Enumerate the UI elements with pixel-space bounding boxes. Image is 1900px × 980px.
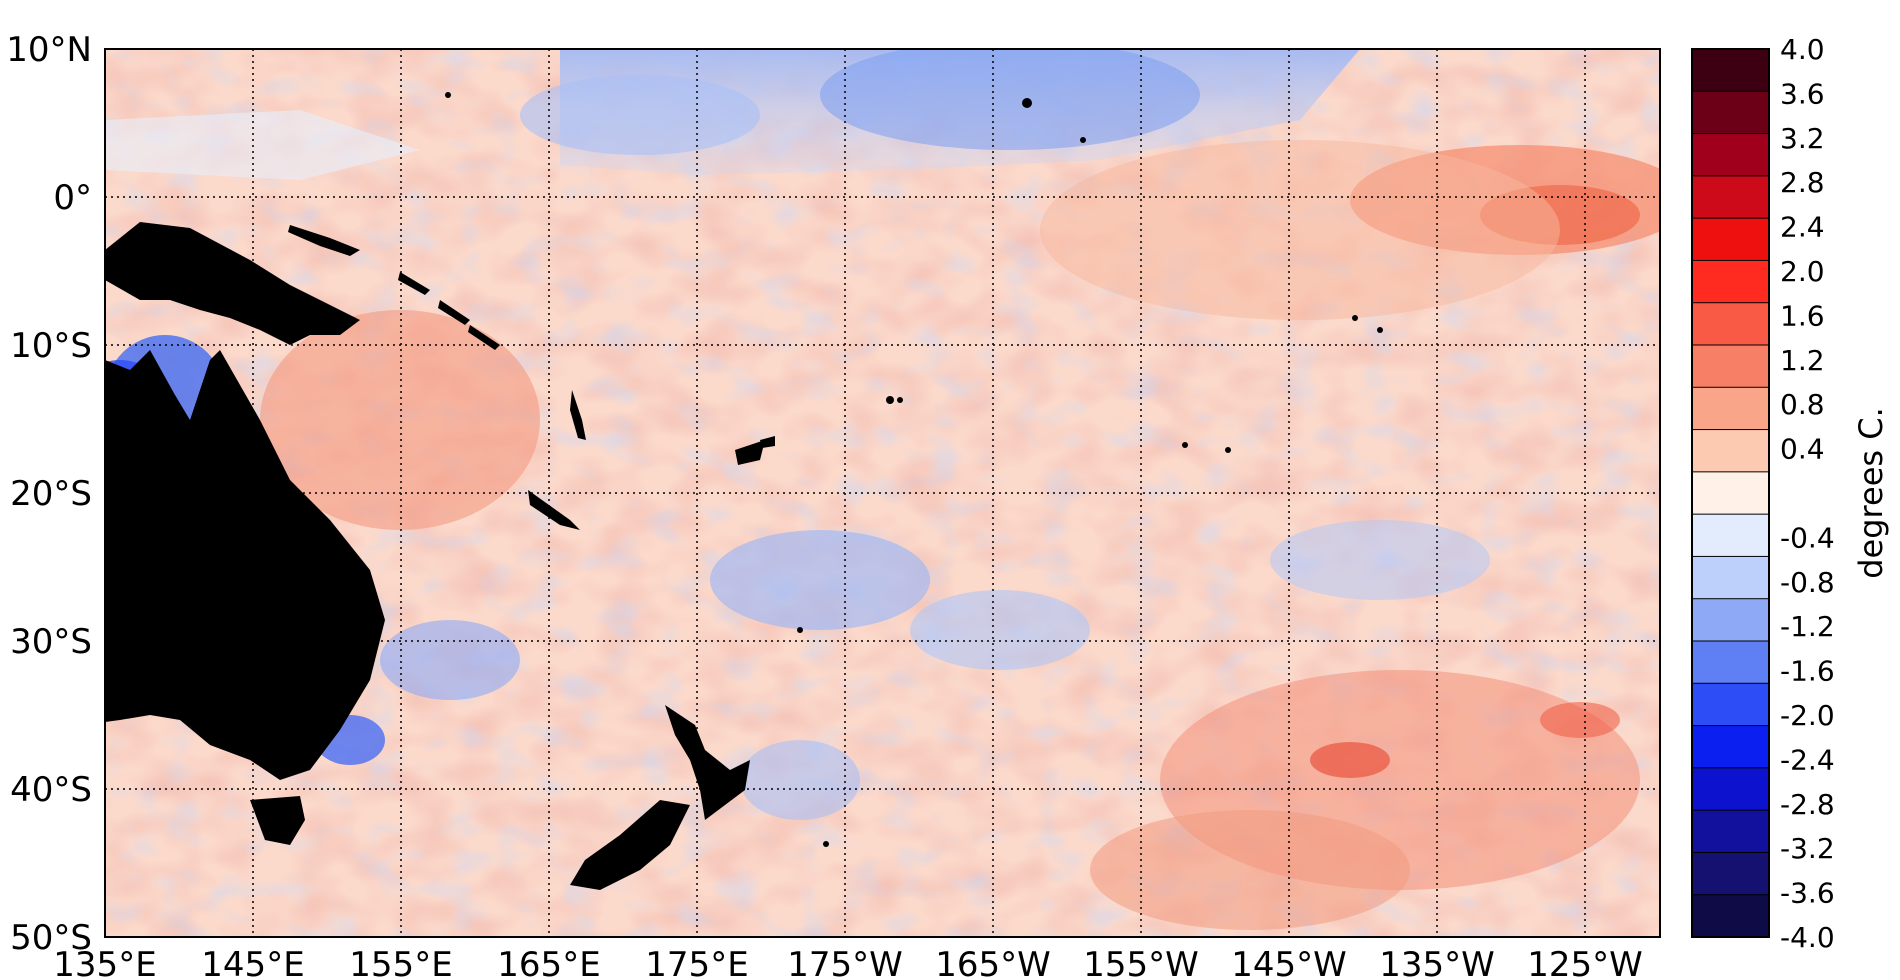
map-frame bbox=[104, 48, 1661, 938]
colorbar-swatch bbox=[1691, 175, 1770, 220]
lon-label: 145°E bbox=[201, 945, 304, 980]
latitude-labels: 10°N 0° 10°S 20°S 30°S 40°S 50°S bbox=[6, 30, 92, 958]
colorbar-swatch bbox=[1691, 302, 1770, 347]
longitude-labels: 135°E 145°E 155°E 165°E 175°E 175°W 165°… bbox=[53, 945, 1642, 980]
colorbar-swatch bbox=[1691, 90, 1770, 135]
lon-label: 135°W bbox=[1379, 945, 1495, 980]
lat-label: 10°N bbox=[6, 30, 92, 70]
colorbar-title: degrees C. bbox=[1852, 407, 1890, 579]
colorbar-tick-label: -2.0 bbox=[1780, 699, 1835, 732]
colorbar-tick-label: -1.2 bbox=[1780, 610, 1835, 643]
colorbar-swatch bbox=[1691, 344, 1770, 389]
colorbar-swatch bbox=[1691, 429, 1770, 473]
colorbar-swatch bbox=[1691, 809, 1770, 854]
colorbar-tick-label: -4.0 bbox=[1780, 921, 1835, 954]
anomaly-field bbox=[105, 49, 1660, 937]
colorbar-swatch bbox=[1691, 640, 1770, 685]
lat-label: 30°S bbox=[10, 622, 92, 662]
colorbar-tick-label: 2.8 bbox=[1780, 166, 1825, 199]
colorbar-swatch bbox=[1691, 725, 1770, 769]
colorbar-swatch bbox=[1691, 894, 1770, 939]
lon-label: 125°W bbox=[1527, 945, 1643, 980]
land-masses bbox=[105, 92, 1383, 890]
colorbar-tick-label: 2.4 bbox=[1780, 211, 1825, 244]
colorbar-tick-label: -3.6 bbox=[1780, 877, 1835, 910]
colorbar-tick-label: 1.6 bbox=[1780, 299, 1825, 332]
colorbar-tick-label: -0.8 bbox=[1780, 566, 1835, 599]
lon-label: 165°E bbox=[497, 945, 600, 980]
colorbar-tick-label: -2.4 bbox=[1780, 743, 1835, 776]
colorbar-swatch bbox=[1691, 682, 1770, 727]
lon-label: 155°W bbox=[1083, 945, 1199, 980]
lon-label: 145°W bbox=[1231, 945, 1347, 980]
lon-label: 165°W bbox=[935, 945, 1051, 980]
colorbar-tick-label: 0.8 bbox=[1780, 388, 1825, 421]
lon-label: 135°E bbox=[53, 945, 156, 980]
colorbar-swatch bbox=[1691, 259, 1770, 304]
lon-label: 175°E bbox=[645, 945, 748, 980]
colorbar-tick-label: 1.2 bbox=[1780, 344, 1825, 377]
colorbar-tick-label: 2.0 bbox=[1780, 255, 1825, 288]
lat-label: 50°S bbox=[10, 918, 92, 958]
lon-label: 155°E bbox=[349, 945, 452, 980]
colorbar-swatch bbox=[1691, 555, 1770, 600]
colorbar-tick-label: 0.4 bbox=[1780, 433, 1825, 466]
colorbar-swatch bbox=[1691, 217, 1770, 262]
colorbar-tick-label: -2.8 bbox=[1780, 788, 1835, 821]
colorbar-swatch bbox=[1691, 598, 1770, 643]
lat-label: 20°S bbox=[10, 474, 92, 514]
lat-label: 40°S bbox=[10, 770, 92, 810]
lat-label: 0° bbox=[53, 178, 92, 218]
colorbar-swatch bbox=[1691, 471, 1770, 516]
colorbar-swatch bbox=[1691, 386, 1770, 431]
colorbar-swatch bbox=[1691, 48, 1770, 93]
colorbar-tick-label: -1.6 bbox=[1780, 655, 1835, 688]
colorbar-tick-label: 3.6 bbox=[1780, 77, 1825, 110]
colorbar-tick-label: 4.0 bbox=[1780, 33, 1825, 66]
colorbar-tick-label: 3.2 bbox=[1780, 122, 1825, 155]
colorbar-swatch bbox=[1691, 851, 1770, 896]
graticule bbox=[105, 49, 1660, 937]
colorbar-tick-label: -0.4 bbox=[1780, 521, 1835, 554]
colorbar-tick-label: -3.2 bbox=[1780, 832, 1835, 865]
colorbar-swatch bbox=[1691, 513, 1770, 558]
colorbar-swatch bbox=[1691, 133, 1770, 177]
lat-label: 10°S bbox=[10, 326, 92, 366]
colorbar-frame bbox=[1691, 48, 1770, 938]
colorbar-swatch bbox=[1691, 767, 1770, 812]
colorbar: 4.0 3.6 3.2 2.8 2.4 2.0 1.6 1.2 0.8 0.4 -0.4 -0.8 -1… bbox=[1691, 33, 1835, 954]
lon-label: 175°W bbox=[787, 945, 903, 980]
